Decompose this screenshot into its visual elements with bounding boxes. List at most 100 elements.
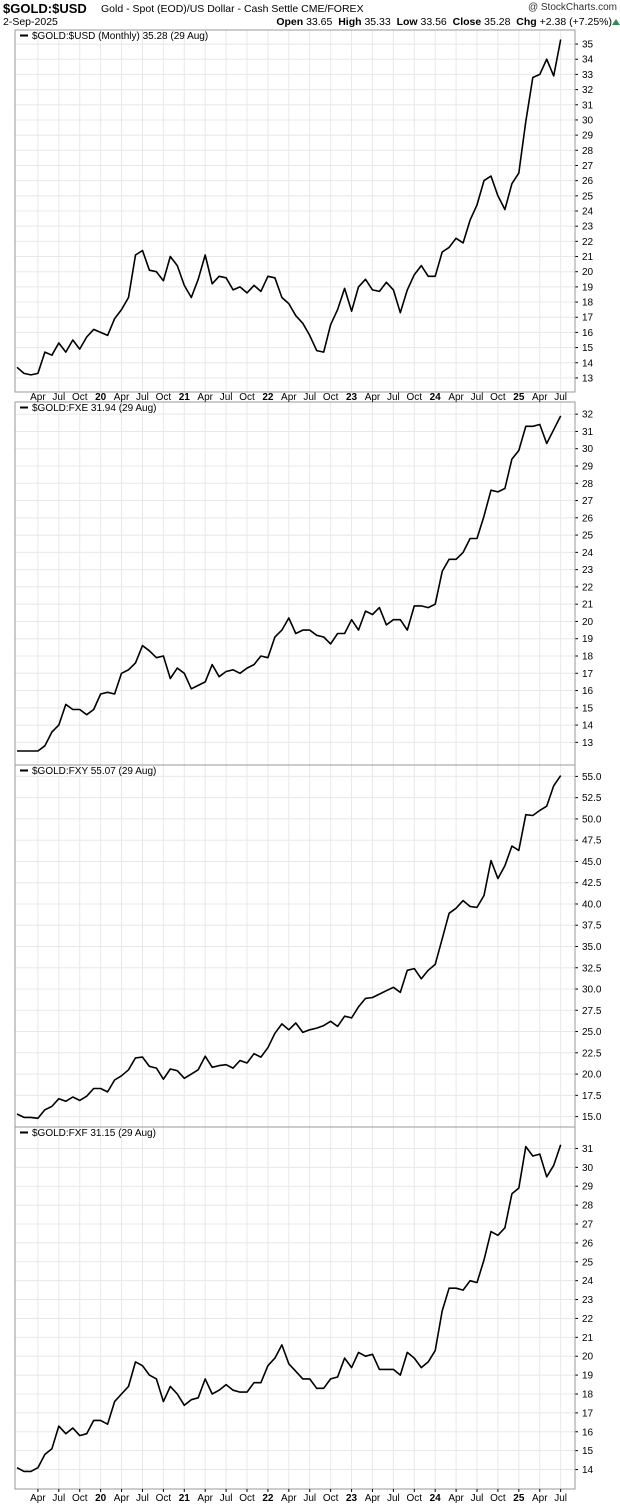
close-value: 35.28 (484, 16, 511, 28)
stockcharts-watermark: @ StockCharts.com (527, 2, 617, 13)
panel-1-ytick-label-7: 20 (582, 617, 594, 628)
panel-1-frame (14, 401, 576, 766)
panel-2-price-line (16, 775, 562, 1120)
panel-3-ytick-label-7: 21 (582, 1333, 594, 1344)
panel-1-ytick-label-18: 31 (582, 427, 594, 438)
top-x-tick-label-3: 20 (95, 392, 107, 403)
panel-3-ytick-label-15: 29 (582, 1182, 594, 1193)
top-x-tick-label-25: Jul (554, 392, 567, 403)
panel-0-ytick-label-7: 20 (582, 267, 594, 278)
panel-0-ytick-label-11: 24 (582, 207, 594, 218)
panel-1-ytick-label-17: 30 (582, 444, 594, 455)
panel-3-ytick-label-0: 14 (582, 1465, 594, 1476)
ticker-symbol: $GOLD:$USD (3, 1, 87, 16)
panel-3-legend: $GOLD:FXF 31.15 (29 Aug) (32, 1128, 156, 1139)
panel-3-ytick-label-2: 16 (582, 1427, 594, 1438)
chg-label: Chg (516, 16, 537, 28)
x-tick-label-14: Oct (323, 1493, 339, 1504)
top-x-tick-label-12: Apr (281, 392, 297, 403)
panel-2-ytick-label-8: 35.0 (582, 942, 602, 953)
top-x-tick-label-6: Oct (156, 392, 172, 403)
panel-0-ytick-label-2: 15 (582, 343, 594, 354)
x-tick-label-21: Jul (471, 1493, 484, 1504)
ohlc-summary: Open 33.65 High 35.33 Low 33.56 Close 35… (276, 16, 612, 28)
x-tick-label-8: Apr (197, 1493, 213, 1504)
panel-3-ytick-label-16: 30 (582, 1163, 594, 1174)
x-tick-label-11: 22 (262, 1493, 274, 1504)
panel-3-price-line (16, 1144, 562, 1473)
panel-1-ytick-label-19: 32 (582, 410, 594, 421)
panel-1-ytick-label-2: 15 (582, 703, 594, 714)
top-x-tick-label-17: Jul (387, 392, 400, 403)
x-tick-label-6: Oct (156, 1493, 172, 1504)
panel-1-ytick-label-8: 21 (582, 600, 594, 611)
panel-1-ytick-label-5: 18 (582, 652, 594, 663)
panel-1-ytick-label-12: 25 (582, 531, 594, 542)
x-tick-label-22: Oct (490, 1493, 506, 1504)
panel-0-ytick-label-6: 19 (582, 282, 594, 293)
panel-3-frame (14, 1126, 576, 1490)
top-x-tick-label-9: Jul (220, 392, 233, 403)
panel-1-ytick-label-4: 17 (582, 669, 594, 680)
top-x-tick-label-4: Apr (114, 392, 130, 403)
panel-0-ytick-label-13: 26 (582, 176, 594, 187)
panel-2-ytick-label-4: 25.0 (582, 1027, 602, 1038)
panel-0-ytick-label-14: 27 (582, 161, 594, 172)
panel-2-ytick-label-14: 50.0 (582, 814, 602, 825)
x-tick-label-3: 20 (95, 1493, 107, 1504)
panel-1-ytick-label-13: 26 (582, 513, 594, 524)
x-tick-label-4: Apr (114, 1493, 130, 1504)
panel-0-price-line (16, 39, 562, 376)
x-tick-label-10: Oct (239, 1493, 255, 1504)
low-label: Low (396, 16, 418, 28)
panel-0-ytick-label-5: 18 (582, 298, 594, 309)
top-x-tick-label-24: Apr (532, 392, 548, 403)
x-tick-label-19: 24 (430, 1493, 442, 1504)
x-tick-label-15: 23 (346, 1493, 358, 1504)
panel-2-ytick-label-13: 47.5 (582, 836, 602, 847)
x-tick-label-13: Jul (303, 1493, 316, 1504)
panel-0-ytick-label-19: 32 (582, 85, 594, 96)
close-label: Close (452, 16, 482, 28)
panel-0-ytick-label-15: 28 (582, 146, 594, 157)
panel-0-ytick-label-16: 29 (582, 131, 594, 142)
top-x-tick-label-14: Oct (323, 392, 339, 403)
top-x-tick-label-18: Oct (407, 392, 423, 403)
panel-2-ytick-label-15: 52.5 (582, 793, 602, 804)
x-tick-label-23: 25 (513, 1493, 525, 1504)
panel-2-ytick-label-10: 40.0 (582, 899, 602, 910)
x-tick-label-0: Apr (30, 1493, 46, 1504)
x-tick-label-18: Oct (407, 1493, 423, 1504)
panel-1-ytick-label-14: 27 (582, 496, 594, 507)
panel-3-ytick-label-8: 22 (582, 1314, 594, 1325)
top-x-tick-label-21: Jul (471, 392, 484, 403)
panel-3-ytick-label-4: 18 (582, 1390, 594, 1401)
x-tick-label-25: Jul (554, 1493, 567, 1504)
top-x-tick-label-19: 24 (430, 392, 442, 403)
panel-1-ytick-label-3: 16 (582, 686, 594, 697)
panel-0-ytick-label-10: 23 (582, 222, 594, 233)
panel-2-ytick-label-12: 45.0 (582, 857, 602, 868)
panel-1-ytick-label-11: 24 (582, 548, 594, 559)
top-x-tick-label-20: Apr (448, 392, 464, 403)
top-x-tick-label-16: Apr (365, 392, 381, 403)
panel-0-legend: $GOLD:$USD (Monthly) 35.28 (29 Aug) (32, 31, 208, 42)
panel-0-ytick-label-20: 33 (582, 70, 594, 81)
panel-0-ytick-label-8: 21 (582, 252, 594, 263)
panel-2-ytick-label-6: 30.0 (582, 985, 602, 996)
open-label: Open (276, 16, 304, 28)
panel-1-ytick-label-16: 29 (582, 462, 594, 473)
x-tick-label-7: 21 (179, 1493, 191, 1504)
panel-1-ytick-label-15: 28 (582, 479, 594, 490)
top-x-tick-label-10: Oct (239, 392, 255, 403)
panel-2-ytick-label-16: 55.0 (582, 772, 602, 783)
panel-0-ytick-label-12: 25 (582, 191, 594, 202)
panel-2-ytick-label-11: 42.5 (582, 878, 602, 889)
open-value: 33.65 (306, 16, 333, 28)
top-x-tick-label-22: Oct (490, 392, 506, 403)
top-x-tick-label-8: Apr (197, 392, 213, 403)
top-x-tick-label-0: Apr (30, 392, 46, 403)
chart-header: $GOLD:$USD Gold - Spot (EOD)/US Dollar -… (0, 0, 620, 30)
panel-2-ytick-label-3: 22.5 (582, 1048, 602, 1059)
